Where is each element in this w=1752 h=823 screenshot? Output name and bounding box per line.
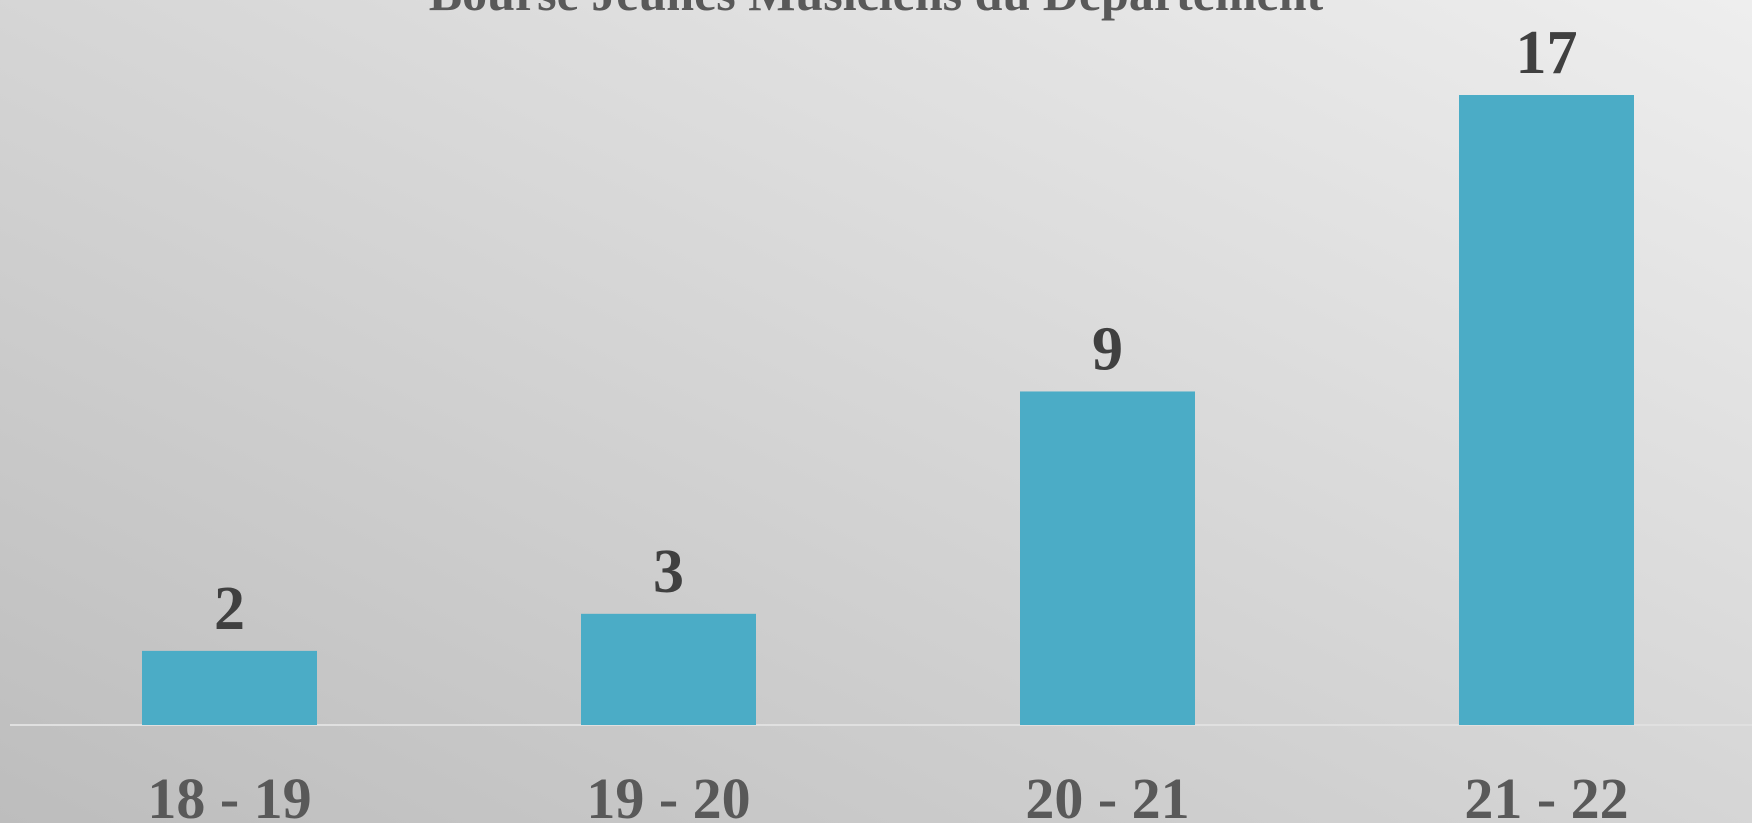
bar — [581, 613, 756, 725]
bar — [1459, 95, 1634, 725]
bar — [1020, 391, 1195, 725]
bar — [142, 650, 317, 725]
x-tick-label: 20 - 21 — [1025, 766, 1189, 823]
value-label: 3 — [653, 538, 684, 606]
x-tick-label: 21 - 22 — [1464, 766, 1628, 823]
chart-title: Bourse Jeunes Musiciens du Département — [429, 0, 1324, 21]
value-label: 9 — [1092, 315, 1123, 383]
x-tick-label: 19 - 20 — [586, 766, 750, 823]
x-tick-label: 18 - 19 — [147, 766, 311, 823]
value-label: 2 — [214, 575, 245, 643]
value-label: 17 — [1516, 19, 1578, 87]
